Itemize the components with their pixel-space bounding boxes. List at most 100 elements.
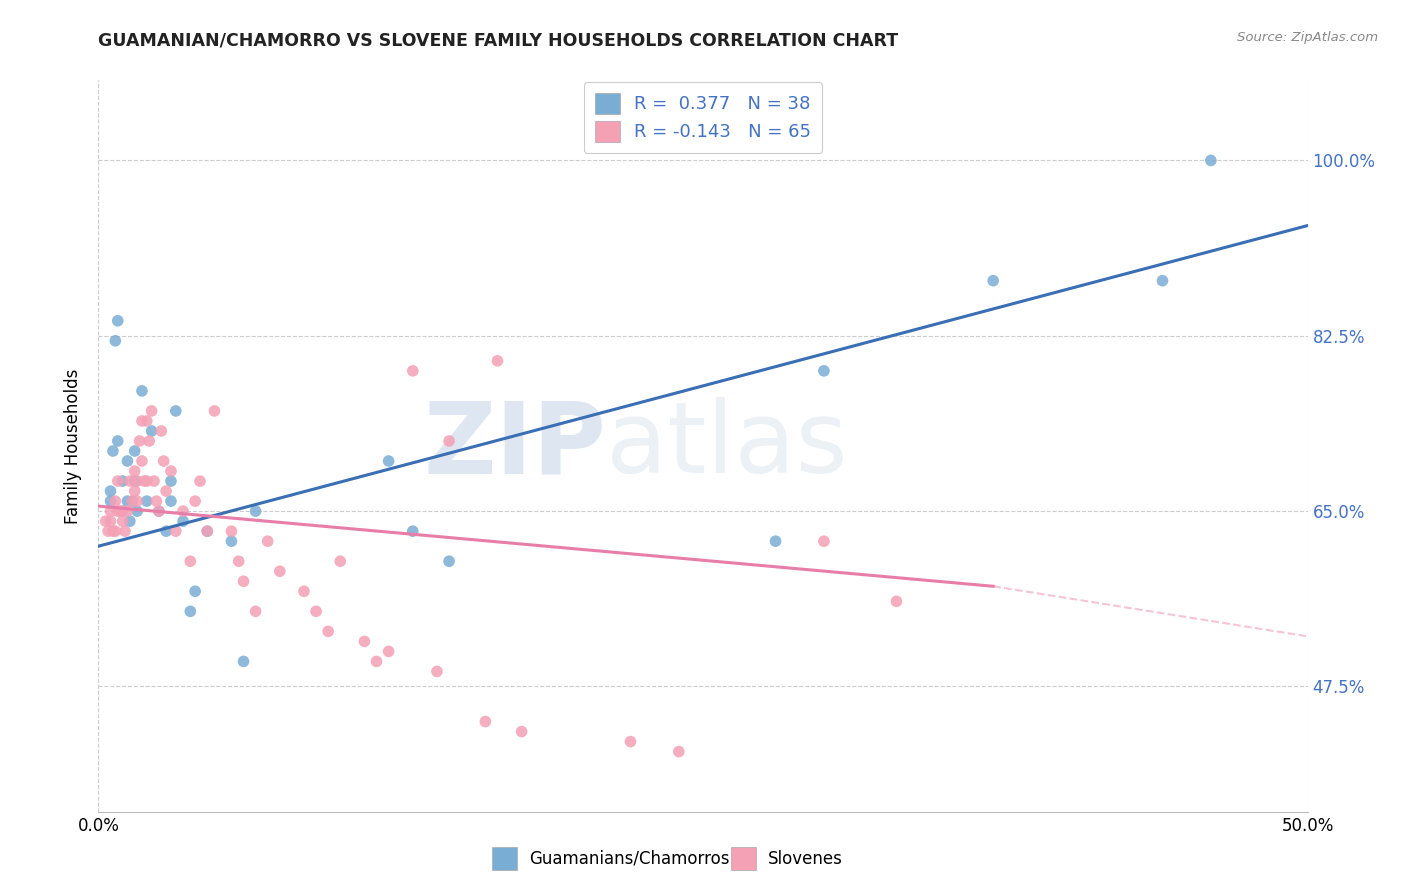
Point [402,364,425,378]
Point [474,714,496,729]
Point [118,514,141,528]
Point [111,474,134,488]
Point [100,484,122,499]
Point [134,474,156,488]
Point [160,464,183,478]
Point [160,474,183,488]
Point [204,404,226,418]
Point [124,444,146,458]
Point [269,564,291,578]
Point [97,524,120,538]
Point [228,554,250,568]
Point [765,534,787,549]
Point [184,494,207,508]
Legend: R =  0.377   N = 38, R = -0.143   N = 65: R = 0.377 N = 38, R = -0.143 N = 65 [583,82,823,153]
Point [221,524,243,538]
Point [124,464,146,478]
Point [813,534,835,549]
Point [329,554,352,568]
Point [131,454,153,468]
Point [245,504,267,518]
Point [353,634,375,648]
Point [124,474,146,488]
Point [121,494,143,508]
Text: Guamanians/Chamorros: Guamanians/Chamorros [529,849,730,868]
Point [107,434,129,448]
Point [510,724,533,739]
Point [131,384,153,398]
Point [135,414,157,428]
Point [111,504,134,518]
Point [107,314,129,328]
Point [104,524,127,538]
Point [256,534,278,549]
Point [165,524,187,538]
Point [179,604,201,618]
Point [135,494,157,508]
Point [160,494,183,508]
Point [619,734,641,748]
Point [195,524,218,538]
Point [155,524,177,538]
Point [111,514,134,528]
Point [104,334,127,348]
Point [152,454,174,468]
Point [1199,153,1222,168]
Point [179,554,201,568]
Point [172,514,194,528]
Y-axis label: Family Households: Family Households [65,368,83,524]
Point [148,504,170,518]
Point [117,494,139,508]
Point [138,434,160,448]
Point [377,644,399,658]
Point [245,604,267,618]
Text: GUAMANIAN/CHAMORRO VS SLOVENE FAMILY HOUSEHOLDS CORRELATION CHART: GUAMANIAN/CHAMORRO VS SLOVENE FAMILY HOU… [98,31,898,49]
Point [145,494,167,508]
Point [117,454,139,468]
Text: ZIP: ZIP [423,398,606,494]
Point [100,504,122,518]
Point [305,604,328,618]
Point [101,444,124,458]
Point [94,514,117,528]
Point [981,274,1004,288]
Point [118,474,141,488]
Point [124,484,146,499]
Point [195,524,218,538]
Point [127,504,149,518]
Point [1152,274,1174,288]
Point [232,574,254,589]
Point [148,504,170,518]
Point [143,474,166,488]
Point [111,504,134,518]
Point [437,434,460,448]
Point [104,494,127,508]
Point [150,424,173,438]
Point [100,494,122,508]
Point [117,504,139,518]
Point [292,584,315,599]
Point [437,554,460,568]
Point [813,364,835,378]
Point [668,745,690,759]
Point [232,655,254,669]
Text: Slovenes: Slovenes [768,849,842,868]
Point [100,514,122,528]
Point [155,484,177,499]
Point [114,524,136,538]
Point [377,454,399,468]
Point [101,524,124,538]
Point [184,584,207,599]
Point [221,534,243,549]
Point [188,474,211,488]
Point [141,424,163,438]
Point [131,414,153,428]
Point [128,434,150,448]
Point [121,494,143,508]
Point [108,504,131,518]
Point [127,474,149,488]
Point [316,624,339,639]
Point [107,474,129,488]
Point [486,354,509,368]
Point [135,474,157,488]
